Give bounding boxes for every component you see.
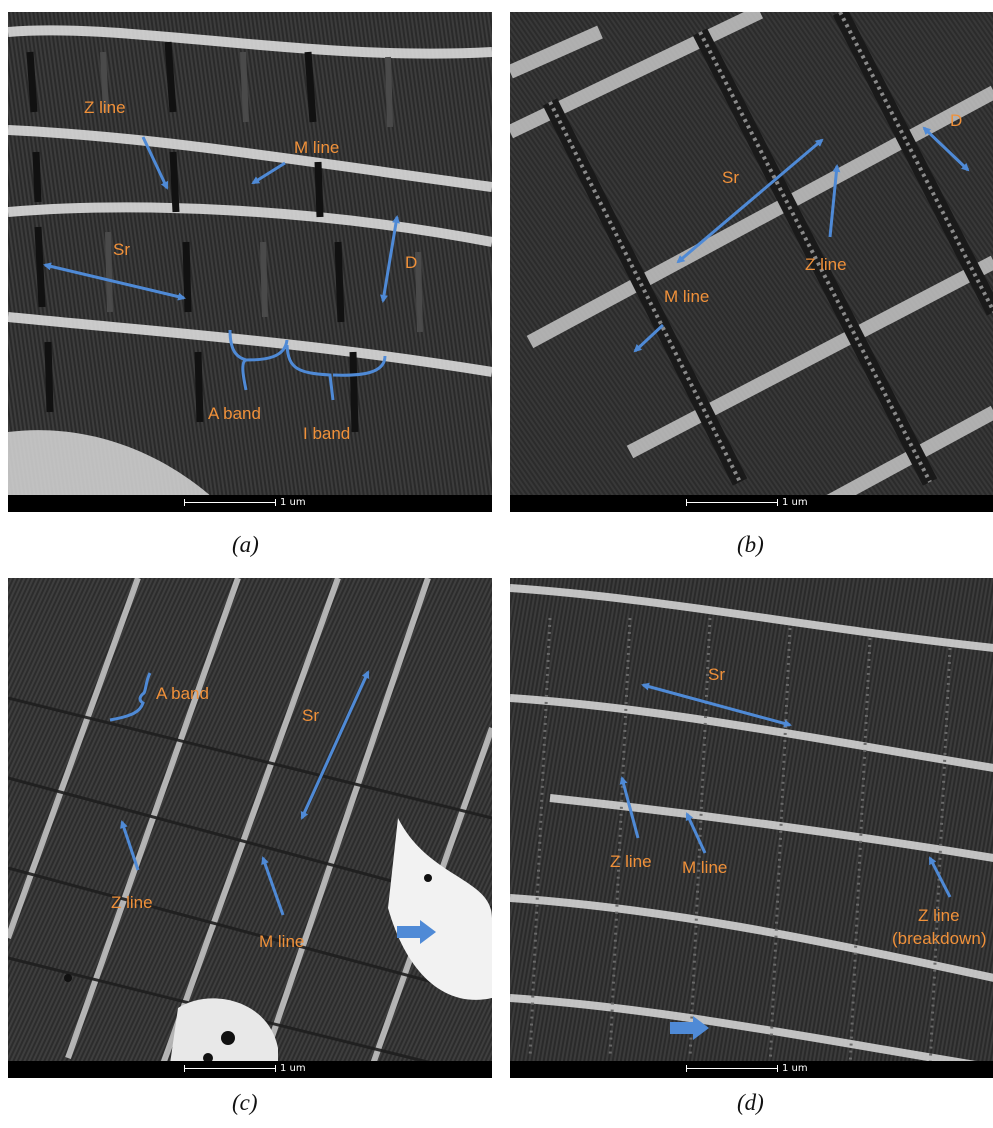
panel-caption-b: (b) bbox=[737, 532, 764, 557]
panel-caption-d: (d) bbox=[737, 1090, 764, 1115]
d-label: D bbox=[950, 111, 963, 130]
micrograph-image-b bbox=[510, 12, 993, 512]
z-line-breakdown-label: Z line bbox=[918, 906, 960, 925]
z-line-label: Z line bbox=[805, 255, 847, 274]
scale-bar-label: 1 um bbox=[280, 497, 306, 508]
micrograph-image-d bbox=[510, 578, 993, 1078]
sr-label: Sr bbox=[708, 665, 725, 684]
scale-bar: 1 um bbox=[510, 1061, 993, 1078]
z-line-label: Z line bbox=[111, 893, 153, 912]
scale-bar: 1 um bbox=[510, 495, 993, 512]
scale-bar-line bbox=[686, 1065, 778, 1072]
z-line-label: Z line bbox=[610, 852, 652, 871]
z-line-label: Z line bbox=[84, 98, 126, 117]
sr-label: Sr bbox=[302, 706, 319, 725]
panel-caption-a: (a) bbox=[232, 532, 259, 557]
scale-bar: 1 um bbox=[8, 495, 492, 512]
scale-bar-line bbox=[686, 499, 778, 506]
micrograph-panel-c: 1 um bbox=[8, 578, 492, 1078]
a-band-label: A band bbox=[156, 684, 209, 703]
micrograph-image-a bbox=[8, 12, 492, 512]
a-band-label: A band bbox=[208, 404, 261, 423]
m-line-label: M line bbox=[664, 287, 710, 306]
scale-bar: 1 um bbox=[8, 1061, 492, 1078]
sr-label: Sr bbox=[722, 168, 739, 187]
micrograph-panel-a: 1 um bbox=[8, 12, 492, 512]
z-line-breakdown-sub-label: (breakdown) bbox=[892, 929, 987, 948]
m-line-label: M line bbox=[259, 932, 305, 951]
d-label: D bbox=[405, 253, 418, 272]
micrograph-image-c bbox=[8, 578, 492, 1078]
scale-bar-label: 1 um bbox=[782, 497, 808, 508]
i-band-label: I band bbox=[303, 424, 351, 443]
m-line-label: M line bbox=[682, 858, 728, 877]
panel-caption-c: (c) bbox=[232, 1090, 258, 1115]
micrograph-panel-d: 1 um bbox=[510, 578, 993, 1078]
scale-bar-label: 1 um bbox=[280, 1063, 306, 1074]
scale-bar-line bbox=[184, 499, 276, 506]
scale-bar-line bbox=[184, 1065, 276, 1072]
scale-bar-label: 1 um bbox=[782, 1063, 808, 1074]
m-line-label: M line bbox=[294, 138, 340, 157]
sr-label: Sr bbox=[113, 240, 130, 259]
micrograph-panel-b: 1 um bbox=[510, 12, 993, 512]
